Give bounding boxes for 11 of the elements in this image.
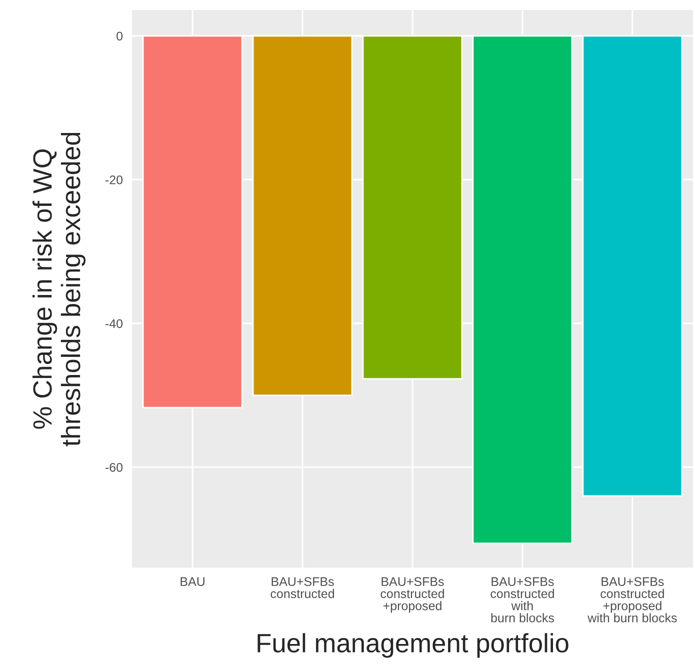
y-tick-label: -20 <box>106 175 123 184</box>
x-tick-label: BAU <box>180 577 204 586</box>
y-axis-title: % Change in risk of WQ thresholds being exceeded <box>32 132 86 446</box>
x-tick-label: BAU+SFBs constructed +proposed <box>380 577 444 613</box>
y-tick-label: -60 <box>106 462 123 472</box>
x-tick-label: BAU+SFBs constructed +proposed with burn blocks <box>588 577 677 622</box>
x-tick-label: BAU+SFBs constructed with burn blocks <box>490 577 554 622</box>
x-axis-title: Fuel management portfolio <box>258 633 568 658</box>
y-tick-label: 0 <box>116 32 123 41</box>
y-tick-label: -40 <box>106 319 123 328</box>
x-tick-label: BAU+SFBs constructed <box>270 577 334 598</box>
